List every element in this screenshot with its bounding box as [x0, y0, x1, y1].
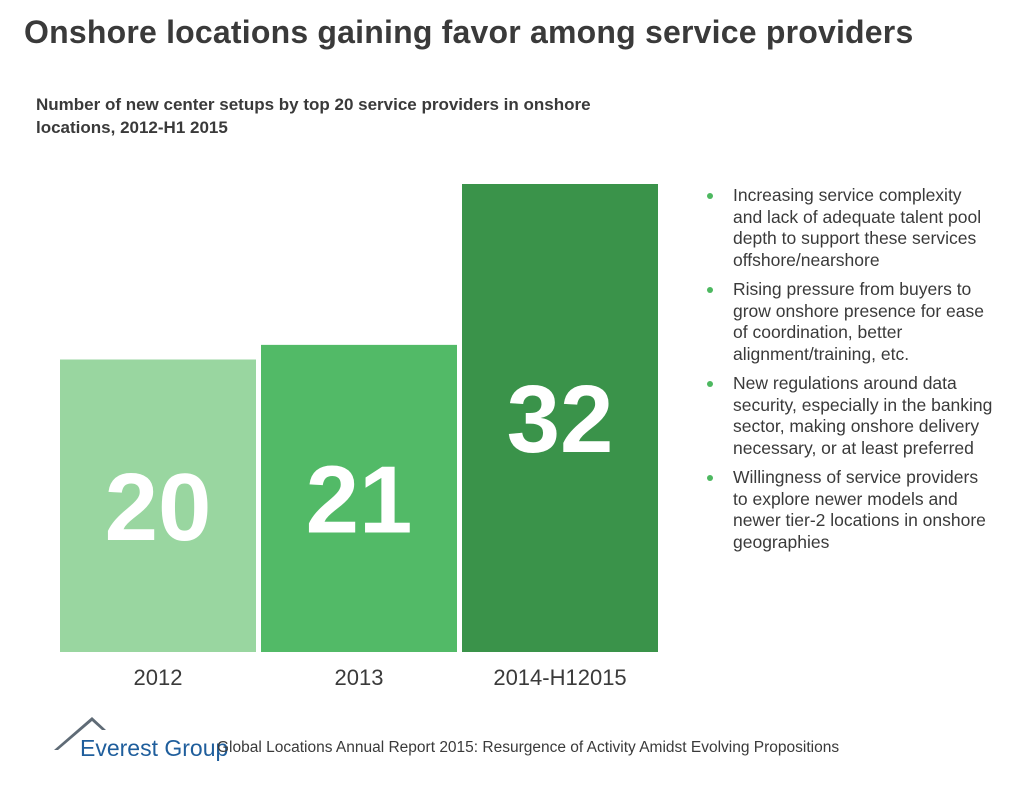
bar-2013: [261, 344, 457, 652]
company-logo-text: Everest Group: [80, 735, 229, 761]
bar-value-label: 20: [105, 454, 212, 561]
report-title: Global Locations Annual Report 2015: Res…: [217, 739, 840, 756]
bullet-dot-icon: [707, 475, 713, 481]
mountain-logo-icon: [54, 717, 106, 750]
bar-value-label: 21: [306, 446, 413, 553]
bullet-text: New regulations around data security, es…: [733, 373, 993, 458]
footer: Everest Group Global Locations Annual Re…: [52, 714, 1012, 766]
bullet-dot-icon: [707, 287, 713, 293]
bullet-item: Willingness of service providers to expl…: [704, 467, 994, 553]
bar-value-label: 32: [507, 366, 614, 473]
bullet-item: Increasing service complexity and lack o…: [704, 185, 994, 271]
bullet-list: Increasing service complexity and lack o…: [704, 185, 994, 561]
category-label: 2014-H12015: [493, 665, 626, 690]
category-label: 2013: [335, 665, 384, 690]
chart-subtitle: Number of new center setups by top 20 se…: [36, 95, 591, 137]
bar-2014-H12015: [462, 184, 658, 652]
chart-title: Onshore locations gaining favor among se…: [24, 14, 914, 50]
bullet-text: Willingness of service providers to expl…: [733, 467, 986, 552]
bullet-item: Rising pressure from buyers to grow onsh…: [704, 279, 994, 365]
bullet-text: Rising pressure from buyers to grow onsh…: [733, 279, 984, 364]
bar-chart: 20 2012 21 2013 32 2014-H12015: [60, 184, 658, 690]
category-label: 2012: [134, 665, 183, 690]
bar-2012: [60, 359, 256, 652]
bullet-dot-icon: [707, 381, 713, 387]
bullet-text: Increasing service complexity and lack o…: [733, 185, 982, 270]
bullet-item: New regulations around data security, es…: [704, 373, 994, 459]
bullet-dot-icon: [707, 193, 713, 199]
